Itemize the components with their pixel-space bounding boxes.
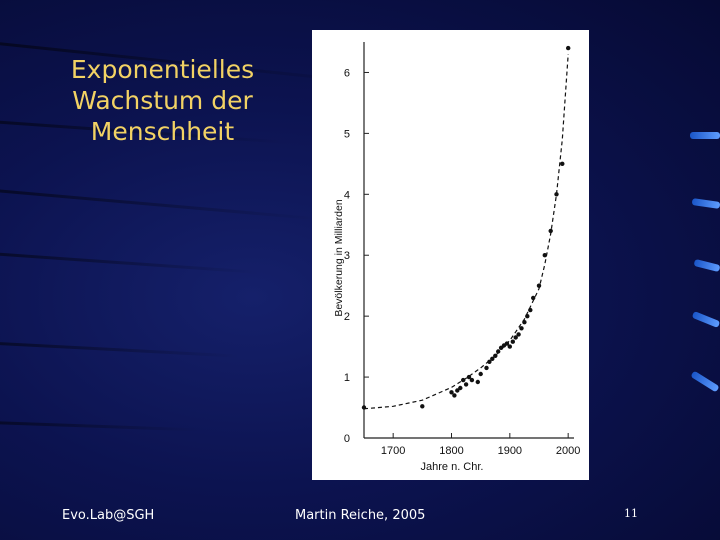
x-tick-label: 1800 <box>439 445 463 457</box>
y-axis-label: Bevölkerung in Milliarden <box>333 199 345 316</box>
data-point <box>566 45 571 51</box>
y-tick-label: 5 <box>344 128 350 140</box>
data-point <box>475 379 480 385</box>
data-point <box>542 253 547 258</box>
decorative-dash <box>690 132 720 139</box>
data-point <box>469 377 475 383</box>
data-point <box>522 320 527 325</box>
population-chart: 0 1 2 3 4 5 6 1700 1800 1900 2000 Jahre n. Chr. Be… <box>333 42 580 473</box>
y-tick-label: 3 <box>344 250 350 262</box>
decorative-dash <box>693 258 720 273</box>
chart-panel: 0 1 2 3 4 5 6 1700 1800 1900 2000 Jahre n. Chr. Be… <box>312 30 589 480</box>
data-point <box>466 374 472 380</box>
data-point <box>507 344 512 349</box>
data-point <box>496 349 501 354</box>
data-point <box>519 326 524 331</box>
data-point <box>536 283 542 288</box>
data-point <box>490 356 495 361</box>
data-point <box>449 390 454 395</box>
x-tick-label: 2000 <box>556 445 580 457</box>
data-point <box>498 345 504 350</box>
slide-title: Exponentielles Wachstum der Menschheit <box>70 55 255 146</box>
data-point <box>516 332 521 337</box>
data-point <box>528 307 533 313</box>
trend-curve <box>363 54 569 410</box>
x-tick-label: 1900 <box>498 445 522 457</box>
background-streak <box>0 340 240 358</box>
data-point <box>452 393 457 398</box>
y-tick-label: 1 <box>344 372 350 384</box>
data-point <box>493 353 498 358</box>
data-point <box>478 371 483 377</box>
x-tick-label: 1700 <box>381 445 405 457</box>
data-point <box>510 339 515 344</box>
data-point <box>420 404 425 409</box>
y-tick-label: 4 <box>344 189 350 201</box>
data-point <box>361 405 367 410</box>
data-point <box>487 359 492 364</box>
y-tick-label: 0 <box>344 433 350 445</box>
data-point <box>463 382 469 387</box>
background-streak <box>0 420 200 432</box>
data-point <box>513 335 518 340</box>
data-point <box>461 377 466 383</box>
data-point <box>554 192 559 197</box>
data-point <box>504 341 510 346</box>
y-tick-label: 6 <box>344 67 350 79</box>
decorative-dash <box>691 198 720 209</box>
background-streak <box>0 186 319 221</box>
data-point <box>560 161 565 166</box>
footer-author-name: Martin Reiche, 2005 <box>295 508 426 523</box>
data-point <box>455 388 460 393</box>
y-tick-label: 2 <box>344 311 350 323</box>
data-point <box>484 365 489 371</box>
decorative-dash <box>690 370 720 393</box>
data-point <box>548 228 553 234</box>
footer-author-lab: Evo.Lab@SGH <box>62 508 155 523</box>
background-streak <box>0 250 260 274</box>
x-axis-label: Jahre n. Chr. <box>421 461 484 473</box>
data-point <box>525 314 530 319</box>
data-point <box>458 385 463 391</box>
data-point <box>531 295 536 301</box>
page-number: 11 <box>624 507 638 520</box>
decorative-dash <box>691 311 720 328</box>
